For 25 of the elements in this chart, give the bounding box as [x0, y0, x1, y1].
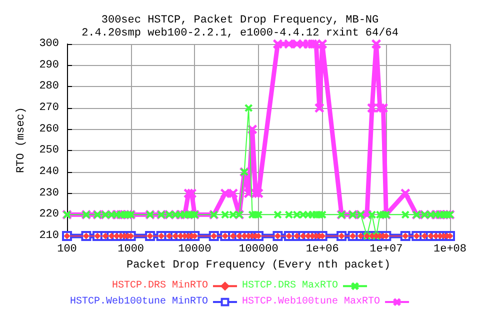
y-tick-label: 280 [39, 80, 59, 93]
x-tick-label: 100000 [238, 244, 278, 256]
x-tick-label: 1e+08 [433, 244, 467, 256]
y-tick-label: 300 [39, 38, 59, 50]
y-tick-label: 230 [39, 187, 59, 200]
legend-label: HSTCP.DRS MaxRTO [242, 280, 338, 292]
y-tick-label: 220 [39, 208, 59, 221]
x-tick-label: 100 [57, 244, 77, 256]
y-tick-label: 270 [39, 102, 59, 114]
y-tick-label: 290 [39, 59, 59, 72]
x-tick-label: 1e+06 [306, 244, 339, 256]
x-axis-title: Packet Drop Frequency (Every nth packet) [126, 259, 391, 272]
legend-label: HSTCP.Web100tune MinRTO [70, 296, 208, 308]
legend-label: HSTCP.DRS MinRTO [112, 280, 208, 292]
x-tick-label: 10000 [178, 244, 212, 256]
x-tick-label: 1000 [118, 244, 144, 256]
chart-subtitle: 2.4.20smp web100-2.2.1, e1000-4.4.12 rxint 64/64 [82, 28, 399, 40]
legend-label: HSTCP.Web100tune MaxRTO [242, 296, 380, 308]
y-tick-label: 210 [39, 230, 59, 242]
y-axis-title: RTO (msec) [16, 106, 28, 174]
y-tick-label: 250 [39, 144, 59, 157]
y-tick-label: 260 [39, 123, 59, 136]
chart-title: 300sec HSTCP, Packet Drop Frequency, MB-NG [101, 14, 379, 26]
x-tick-label: 1e+07 [370, 244, 403, 256]
y-tick-label: 240 [39, 166, 59, 178]
